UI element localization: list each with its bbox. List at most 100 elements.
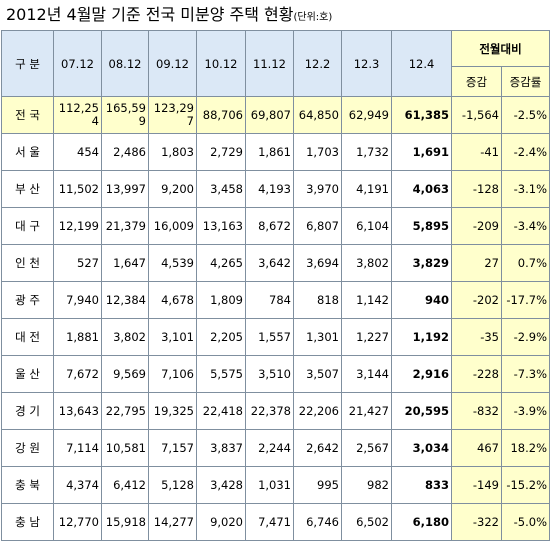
column-header: 증감 <box>451 66 502 97</box>
row-header: 충 남 <box>1 503 54 541</box>
row-header: 광 주 <box>1 281 54 319</box>
cell: 3,970 <box>293 170 342 208</box>
cell: -149 <box>451 466 502 504</box>
cell: 1,227 <box>341 318 392 356</box>
cell: 7,157 <box>148 429 197 467</box>
cell: -322 <box>451 503 502 541</box>
cell: 3,694 <box>293 244 342 282</box>
column-header: 07.12 <box>53 30 102 97</box>
cell: 2,567 <box>341 429 392 467</box>
cell: -7.3% <box>500 355 550 393</box>
cell: 3,458 <box>196 170 246 208</box>
cell: -209 <box>451 207 502 245</box>
cell: 123,297 <box>148 96 197 134</box>
cell: 9,200 <box>148 170 197 208</box>
cell: 13,997 <box>101 170 149 208</box>
table-row: 충 남 12,770 15,918 14,277 9,020 7,471 6,746 6,50… <box>1 503 550 541</box>
cell: 69,807 <box>245 96 294 134</box>
cell: 6,746 <box>293 503 342 541</box>
header-row: 증감 증감률 <box>2 66 550 97</box>
cell: 12,770 <box>53 503 102 541</box>
cell: 4,539 <box>148 244 197 282</box>
cell: 1,881 <box>53 318 102 356</box>
table: 구 분 07.12 08.12 09.12 10.12 11.12 12.2 12.3 12.4… <box>1 30 550 541</box>
cell: -3.1% <box>500 170 550 208</box>
cell: -128 <box>451 170 502 208</box>
cell: 1,732 <box>341 133 392 171</box>
cell: 12,199 <box>53 207 102 245</box>
cell: 8,672 <box>245 207 294 245</box>
table-row: 전 국 112,254 165,599 123,297 88,706 69,807 64,8… <box>1 96 550 134</box>
cell: 6,412 <box>101 466 149 504</box>
unit: (단위:호) <box>293 12 333 23</box>
cell: 2,205 <box>196 318 246 356</box>
cell: 3,101 <box>148 318 197 356</box>
row-header: 전 국 <box>1 96 54 134</box>
cell: 3,802 <box>341 244 392 282</box>
row-header: 강 원 <box>1 429 54 467</box>
cell: 7,106 <box>148 355 197 393</box>
cell: 18.2% <box>500 429 550 467</box>
table-row: 인 천 527 1,647 4,539 4,265 3,642 3,694 3,802 3,82… <box>1 244 550 282</box>
cell: 940 <box>391 281 452 319</box>
cell: 527 <box>53 244 102 282</box>
table-row: 대 구 12,199 21,379 16,009 13,163 8,672 6,807 6,1… <box>1 207 550 245</box>
cell: 3,642 <box>245 244 294 282</box>
table-row: 서 울 454 2,486 1,803 2,729 1,861 1,703 1,732 1,69… <box>1 133 550 171</box>
cell: 784 <box>245 281 294 319</box>
cell: 818 <box>293 281 342 319</box>
cell: -17.7% <box>500 281 550 319</box>
cell: 12,384 <box>101 281 149 319</box>
cell: 3,034 <box>391 429 452 467</box>
cell: 165,599 <box>101 96 149 134</box>
cell: -2.4% <box>500 133 550 171</box>
column-header: 08.12 <box>101 30 149 97</box>
cell: 1,031 <box>245 466 294 504</box>
cell: 3,802 <box>101 318 149 356</box>
cell: 88,706 <box>196 96 246 134</box>
cell: 5,895 <box>391 207 452 245</box>
cell: 6,104 <box>341 207 392 245</box>
column-header: 12.3 <box>341 30 392 97</box>
title: 2012년 4월말 기준 전국 미분양 주택 현황 <box>6 5 294 24</box>
cell: 7,672 <box>53 355 102 393</box>
cell: 1,691 <box>391 133 452 171</box>
cell: -1,564 <box>451 96 502 134</box>
row-header: 부 산 <box>1 170 54 208</box>
cell: 6,180 <box>391 503 452 541</box>
table-row: 울 산 7,672 9,569 7,106 5,575 3,510 3,507 3,144 2,… <box>1 355 550 393</box>
column-header: 09.12 <box>148 30 197 97</box>
cell: 22,795 <box>101 392 149 430</box>
row-header: 대 전 <box>1 318 54 356</box>
cell: 2,729 <box>196 133 246 171</box>
cell: 14,277 <box>148 503 197 541</box>
cell: 112,254 <box>53 96 102 134</box>
cell: 61,385 <box>391 96 452 134</box>
table-row: 강 원 7,114 10,581 7,157 3,837 2,244 2,642 2,567 3… <box>1 429 550 467</box>
cell: 21,379 <box>101 207 149 245</box>
cell: 4,191 <box>341 170 392 208</box>
cell: -3.9% <box>500 392 550 430</box>
cell: 5,128 <box>148 466 197 504</box>
cell: 454 <box>53 133 102 171</box>
table-row: 대 전 1,881 3,802 3,101 2,205 1,557 1,301 1,227 1,… <box>1 318 550 356</box>
cell: 2,486 <box>101 133 149 171</box>
cell: 3,507 <box>293 355 342 393</box>
cell: 4,063 <box>391 170 452 208</box>
cell: -5.0% <box>500 503 550 541</box>
cell: -3.4% <box>500 207 550 245</box>
cell: 3,837 <box>196 429 246 467</box>
cell: -228 <box>451 355 502 393</box>
cell: -832 <box>451 392 502 430</box>
header-row: 구 분 07.12 08.12 09.12 10.12 11.12 12.2 12.3 12.4… <box>1 30 550 97</box>
cell: 995 <box>293 466 342 504</box>
cell: 4,678 <box>148 281 197 319</box>
table-row: 충 북 4,374 6,412 5,128 3,428 1,031 995 982 833 -14… <box>1 466 550 504</box>
column-header: 11.12 <box>245 30 294 97</box>
cell: 64,850 <box>293 96 342 134</box>
cell: 3,829 <box>391 244 452 282</box>
cell: 6,502 <box>341 503 392 541</box>
row-header: 경 기 <box>1 392 54 430</box>
table-row: 광 주 7,940 12,384 4,678 1,809 784 818 1,142 940 -2… <box>1 281 550 319</box>
